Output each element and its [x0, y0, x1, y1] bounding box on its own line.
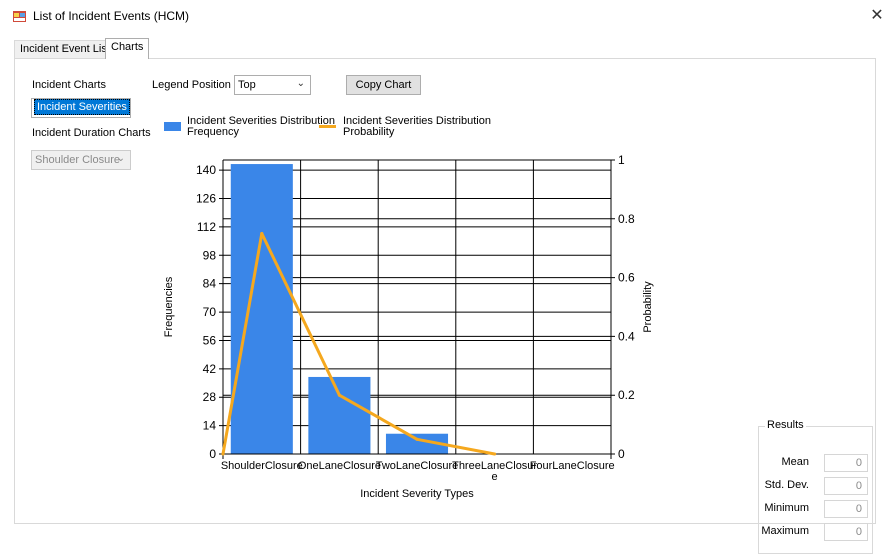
y-tick-label: 126 [196, 192, 216, 206]
legend-position-value: Top [238, 79, 256, 91]
chart-axes [222, 160, 612, 459]
y-tick-label: 42 [203, 362, 217, 376]
chart-bars [230, 164, 449, 454]
x-tick-label: ShoulderClosure [221, 460, 303, 472]
tab-charts[interactable]: Charts [105, 38, 150, 59]
probability-point [221, 452, 225, 456]
y-tick-label: 0 [209, 447, 216, 461]
minimum-field: 0 [824, 500, 868, 518]
maximum-label: Maximum [761, 525, 809, 537]
chevron-down-icon: ⌄ [116, 101, 125, 112]
minimum-label: Minimum [764, 502, 809, 514]
probability-segment [221, 232, 264, 456]
legend-position-label: Legend Position [152, 79, 231, 91]
chart-labels: 0 14 28 42 56 70 84 98 112 126 140 0 0.2 0.4 0.6 0.8 1 Sh… [163, 153, 654, 500]
window-titlebar: List of Incident Events (HCM) ✕ [0, 0, 889, 32]
mean-label: Mean [781, 456, 809, 468]
y2-tick-label: 0.6 [618, 271, 635, 285]
y-tick-label: 70 [203, 305, 217, 319]
results-title: Results [765, 419, 806, 431]
probability-point [493, 452, 497, 456]
legend-frequency-label: Incident Severities Distribution Frequenc… [187, 115, 335, 138]
y2-tick-label: 0.8 [618, 212, 635, 226]
incident-charts-selected-value: Incident Severities [34, 99, 130, 115]
y-tick-label: 84 [203, 277, 217, 291]
probability-segment [337, 393, 419, 441]
incident-charts-label: Incident Charts [32, 79, 106, 91]
duration-charts-label: Incident Duration Charts [32, 127, 151, 139]
x-tick-label: TwoLaneClosure [376, 460, 459, 472]
bar-onelaneclosure [308, 376, 371, 454]
chevron-down-icon: ⌄ [116, 153, 125, 164]
charts-tab-panel: Incident Charts Incident Severities ⌄ In… [14, 58, 876, 554]
legend-position-select[interactable]: Top ⌄ [234, 75, 311, 95]
y-tick-label: 98 [203, 248, 217, 262]
incident-charts-select[interactable]: Incident Severities ⌄ [31, 98, 131, 118]
chart: 0 14 28 42 56 70 84 98 112 126 140 0 0.2 0.4 0.6 0.8 1 Sh… [163, 153, 654, 500]
mean-field: 0 [824, 454, 868, 472]
bar-twolaneclosure [385, 433, 449, 454]
results-group: Results Mean 0 Std. Dev. 0 Minimum 0 Max… [758, 419, 873, 554]
y-axis-title: Frequencies [163, 276, 175, 337]
x-tick-label: ThreeLaneClosur [452, 460, 537, 472]
probability-point [337, 393, 341, 397]
y-tick-label: 28 [203, 390, 217, 404]
probability-segment [260, 232, 341, 397]
legend-frequency-swatch [164, 122, 181, 131]
window-title: List of Incident Events (HCM) [33, 9, 190, 23]
y2-tick-label: 0.4 [618, 329, 635, 343]
chevron-down-icon: ⌄ [296, 78, 305, 89]
duration-charts-selected-value: Shoulder Closure [35, 154, 120, 166]
probability-point [260, 232, 264, 235]
y-tick-label: 112 [197, 220, 216, 234]
chart-probability-line [221, 232, 497, 456]
x-tick-label: FourLaneClosure [530, 460, 615, 472]
close-icon[interactable]: ✕ [870, 7, 884, 24]
y2-tick-label: 0.2 [618, 388, 635, 402]
x-tick-label: OneLaneClosure [298, 460, 381, 472]
legend-probability-label: Incident Severities Distribution Probabil… [343, 115, 491, 138]
y2-tick-label: 0 [618, 447, 625, 461]
legend-probability-swatch [319, 125, 336, 128]
std-dev-field: 0 [824, 477, 868, 495]
app-icon [13, 11, 26, 22]
probability-point [415, 437, 419, 441]
tab-strip: Incident Event List Charts [14, 38, 874, 59]
probability-segment [415, 437, 497, 456]
y-tick-label: 14 [203, 419, 217, 433]
y-tick-label: 140 [196, 163, 216, 177]
std-dev-label: Std. Dev. [764, 479, 809, 491]
y2-axis-title: Probability [642, 281, 654, 333]
x-axis-title: Incident Severity Types [360, 488, 474, 500]
bar-shoulderclosure [230, 164, 293, 454]
y2-tick-label: 1 [618, 153, 625, 167]
tab-incident-event-list[interactable]: Incident Event List [14, 40, 116, 58]
copy-chart-button[interactable]: Copy Chart [346, 75, 421, 95]
duration-charts-select[interactable]: Shoulder Closure ⌄ [31, 150, 131, 170]
y-tick-label: 56 [203, 333, 217, 347]
x-tick-label: e [492, 471, 498, 483]
